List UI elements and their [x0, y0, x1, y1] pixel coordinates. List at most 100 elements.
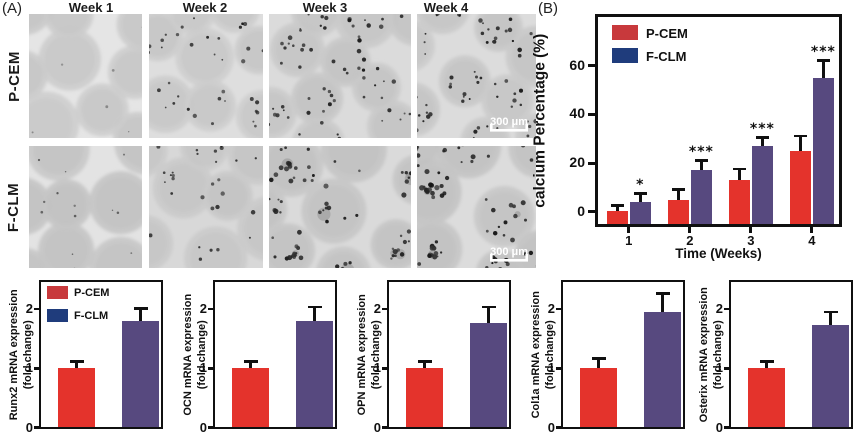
y-axis-tick-label: 2 — [25, 301, 33, 317]
y-axis-tick — [588, 161, 595, 165]
bar-p-cem — [406, 367, 443, 427]
bar-f-clm — [644, 311, 681, 427]
micrograph-image — [0, 111, 178, 301]
y-axis-tick — [208, 426, 213, 429]
error-bar-stem — [75, 361, 78, 368]
error-bar-stem — [661, 293, 664, 312]
legend-swatch-p-cem — [612, 25, 638, 40]
micrograph-image: 300 μm — [384, 113, 572, 298]
significance-marker: *** — [749, 120, 775, 137]
significance-marker: *** — [810, 43, 836, 60]
y-axis-tick-label: 1 — [25, 360, 33, 376]
legend-label: F-CLM — [74, 310, 109, 322]
bar-f-clm — [122, 320, 159, 427]
error-bar-stem — [799, 136, 802, 151]
significance-marker: * — [636, 176, 645, 193]
error-bar-cap — [671, 188, 685, 191]
error-bar-cap — [243, 360, 258, 363]
micrograph-image — [236, 116, 443, 302]
panel-a-label: (A) — [2, 0, 22, 17]
error-bar-cap — [69, 360, 84, 363]
y-axis-tick-label: 0 — [715, 419, 723, 434]
x-axis-tick-label: 3 — [747, 233, 755, 248]
y-axis-tick-label: 0 — [199, 419, 207, 434]
error-bar-stem — [738, 169, 741, 181]
col1a-plot-area — [561, 280, 685, 429]
error-bar-cap — [417, 360, 432, 363]
error-bar-cap — [481, 305, 496, 309]
error-bar-cap — [732, 167, 746, 171]
scale-bar-text: 300 μm — [490, 246, 528, 258]
error-bar-stem — [829, 312, 832, 326]
x-axis-tick — [749, 227, 753, 233]
micrograph-f-clm-week-3 — [236, 116, 443, 302]
scale-bar: 300 μm — [490, 246, 528, 262]
micrograph-image — [115, 122, 303, 290]
y-axis-tick — [588, 64, 595, 68]
y-axis-tick — [382, 307, 387, 311]
chart-osterix: Osterix mRNA expression (fold change) 0 1 2 — [695, 278, 853, 434]
chart-ocn: OCN mRNA expression (fold change) 0 1 2 — [179, 278, 347, 434]
column-header-week-2: Week 2 — [182, 0, 228, 15]
scale-bar: 300 μm — [490, 116, 528, 132]
y-axis-tick — [382, 426, 387, 429]
error-bar-cap — [591, 357, 606, 360]
mrna-charts-row: Runx2 mRNA expression (fold change) P-CEM F… — [0, 278, 853, 434]
micrograph-image — [0, 0, 170, 161]
legend: P-CEM F-CLM — [47, 286, 147, 332]
micrograph-p-cem-week-1 — [0, 0, 170, 161]
bar-f-clm-week-2 — [690, 170, 712, 224]
bar-p-cem — [232, 367, 269, 427]
y-axis-tick — [724, 367, 729, 370]
legend: P-CEM F-CLM — [612, 25, 732, 73]
legend-label: P-CEM — [646, 26, 688, 41]
legend-swatch-p-cem — [47, 286, 68, 299]
y-axis-tick — [724, 307, 729, 311]
error-bar-cap — [610, 204, 624, 207]
chart-opn: OPN mRNA expression (fold change) 0 1 2 — [353, 278, 521, 434]
bar-p-cem-week-1 — [606, 210, 628, 224]
osterix-plot-area — [729, 280, 853, 429]
error-bar-cap — [816, 59, 830, 62]
panel-b: (B) calcium Percentage (%) * *** *** *** 0 20… — [530, 0, 853, 272]
y-axis-tick-label: 40 — [569, 105, 585, 122]
y-axis-tick-label: 1 — [373, 360, 381, 376]
x-axis-tick-label: 1 — [625, 233, 633, 248]
error-bar-cap — [694, 159, 708, 162]
error-bar-cap — [823, 310, 838, 314]
error-bar-stem — [765, 361, 768, 368]
micrograph-p-cem-week-3 — [244, 0, 443, 171]
error-bar-stem — [761, 137, 764, 147]
y-axis-tick — [588, 210, 595, 214]
y-axis-tick — [724, 426, 729, 429]
y-axis-tick-label: 2 — [715, 301, 723, 317]
panel-b-label: (B) — [538, 0, 558, 17]
y-axis-tick-label: 1 — [715, 360, 723, 376]
x-axis-tick — [688, 227, 692, 233]
y-axis-tick — [556, 426, 561, 429]
legend-swatch-f-clm — [47, 309, 68, 322]
x-axis-tick-label: 4 — [808, 233, 816, 248]
legend-swatch-f-clm — [612, 48, 638, 63]
y-axis-tick-label: 0 — [547, 419, 555, 434]
y-axis-tick-label: 20 — [569, 154, 585, 171]
error-bar-stem — [423, 361, 426, 368]
micrograph-image: 300 μm — [383, 0, 568, 167]
ocn-plot-area — [213, 280, 337, 429]
error-bar-stem — [597, 358, 600, 368]
y-axis-tick — [34, 426, 39, 429]
column-header-week-1: Week 1 — [68, 0, 114, 15]
y-axis-tick-label: 1 — [199, 360, 207, 376]
bar-p-cem-week-4 — [789, 150, 811, 224]
error-bar-stem — [700, 160, 703, 171]
bar-f-clm-week-4 — [812, 77, 834, 224]
micrograph-p-cem-week-2 — [132, 0, 290, 144]
error-bar-cap — [755, 136, 769, 139]
y-axis-tick — [34, 367, 39, 370]
scale-bar-text: 300 μm — [490, 116, 528, 128]
y-axis-tick-label: 2 — [547, 301, 555, 317]
chart-col1a: Col1a mRNA expression (fold change) 0 1 2 — [527, 278, 695, 434]
error-bar-cap — [655, 292, 670, 295]
error-bar-stem — [139, 308, 142, 321]
